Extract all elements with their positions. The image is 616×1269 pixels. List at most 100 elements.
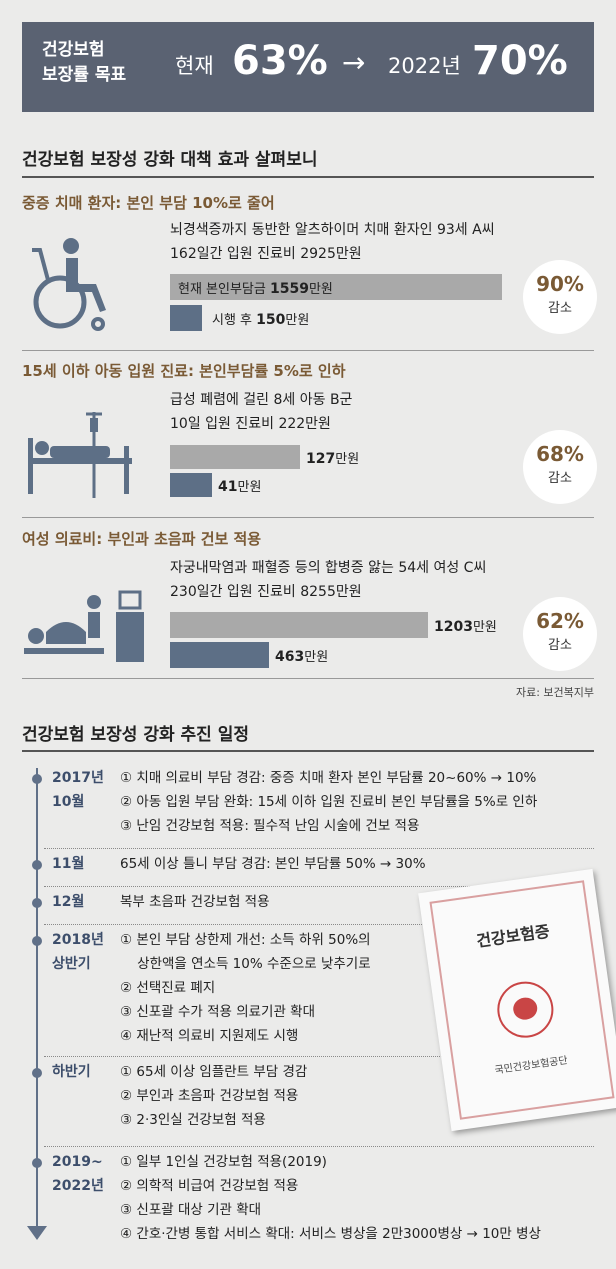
timeline-item: 상한액을 연소득 10% 수준으로 낮추기로 bbox=[120, 956, 371, 972]
case1-bar-category-2: 시행 후 bbox=[212, 313, 257, 328]
timeline-item: ② 의학적 비급여 건강보험 적용 bbox=[120, 1178, 299, 1194]
timeline-dot bbox=[32, 1158, 42, 1168]
timeline-period-period2: 2022년 bbox=[52, 1178, 104, 1194]
case2-desc: 급성 폐렴에 걸린 8세 아동 B군 10일 입원 진료비 222만원 bbox=[170, 388, 352, 436]
timeline-dot bbox=[32, 860, 42, 870]
section1-title: 건강보험 보장성 강화 대책 효과 살펴보니 bbox=[22, 150, 318, 170]
timeline-period: 12월 bbox=[52, 890, 84, 914]
source-note: 자료: 보건복지부 bbox=[515, 686, 594, 699]
case2-reduction-label: 감소 bbox=[548, 471, 572, 486]
header-label: 건강보험 보장률 목표 bbox=[42, 38, 126, 88]
case1-bar-unit-2: 만원 bbox=[285, 313, 310, 328]
timeline-item: ① 치매 의료비 부담 경감: 중증 치매 환자 본인 부담률 20~60% →… bbox=[120, 770, 537, 786]
case3-bar-value-1: 1203 bbox=[434, 619, 473, 635]
case3-title: 여성 의료비: 부인과 초음파 건보 적용 bbox=[22, 530, 262, 548]
case2-reduction-badge: 68% 감소 bbox=[523, 430, 597, 504]
timeline-period-period2: 10월 bbox=[52, 794, 85, 810]
timeline-item: ③ 2·3인실 건강보험 적용 bbox=[120, 1112, 266, 1128]
timeline-separator bbox=[44, 886, 594, 887]
case2-reduction-value: 68% bbox=[536, 442, 584, 466]
case3-reduction-badge: 62% 감소 bbox=[523, 597, 597, 671]
case1-bar-label-1: 현재 본인부담금 1559만원 bbox=[178, 278, 333, 297]
timeline-period-period2: 상반기 bbox=[52, 956, 91, 972]
case2-bar-1 bbox=[170, 445, 300, 469]
timeline-separator bbox=[44, 1146, 594, 1147]
timeline-item: ③ 신포괄 대상 기관 확대 bbox=[120, 1202, 262, 1218]
case2-bar-label-2: 41만원 bbox=[218, 476, 261, 495]
case2-desc-line1: 급성 폐렴에 걸린 8세 아동 B군 bbox=[170, 392, 353, 408]
case3-desc-line2: 230일간 입원 진료비 8255만원 bbox=[170, 584, 362, 600]
case3-bar-value-2: 463 bbox=[275, 649, 305, 665]
case3-bar-label-1: 1203만원 bbox=[434, 616, 497, 635]
case2-bar-value-1: 127 bbox=[306, 451, 336, 467]
timeline-item: 65세 이상 틀니 부담 경감: 본인 부담률 50% → 30% bbox=[120, 856, 426, 872]
timeline-dot bbox=[32, 1068, 42, 1078]
insurance-card-issuer: 국민건강보험공단 bbox=[494, 1055, 569, 1077]
timeline-item: ② 부인과 초음파 건강보험 적용 bbox=[120, 1088, 299, 1104]
insurance-card-title: 건강보험증 bbox=[475, 921, 551, 951]
case3-bar-unit-2: 만원 bbox=[304, 650, 329, 665]
header-label-line1: 건강보험 bbox=[42, 40, 105, 60]
case1-desc-line1: 뇌경색증까지 동반한 알츠하이머 치매 환자인 93세 A씨 bbox=[170, 222, 495, 238]
case3-bar-unit-1: 만원 bbox=[472, 620, 497, 635]
timeline-period: 하반기 bbox=[52, 1060, 91, 1084]
case3-bar-label-2: 463만원 bbox=[275, 646, 328, 665]
insurance-card-image: 건강보험증 국민건강보험공단 bbox=[418, 868, 616, 1132]
timeline-item: 복부 초음파 건강보험 적용 bbox=[120, 894, 270, 910]
timeline-period: 11월 bbox=[52, 852, 84, 876]
case2-rule bbox=[22, 517, 594, 518]
timeline-item: ④ 간호·간병 통합 서비스 확대: 서비스 병상을 2만3000병상 → 10… bbox=[120, 1226, 541, 1242]
timeline-period-period1: 2019~ bbox=[52, 1154, 103, 1170]
case3-bar-2 bbox=[170, 642, 269, 668]
timeline-line bbox=[36, 768, 38, 1230]
case2-title: 15세 이하 아동 입원 진료: 본인부담률 5%로 인하 bbox=[22, 362, 346, 380]
header-now-label: 현재 bbox=[175, 54, 214, 78]
timeline-separator bbox=[44, 924, 594, 925]
timeline-separator bbox=[44, 848, 594, 849]
timeline-item: ④ 재난적 의료비 지원제도 시행 bbox=[120, 1028, 299, 1044]
case1-bar-1 bbox=[170, 274, 502, 300]
hospital-bed-icon bbox=[28, 412, 132, 498]
section2-title: 건강보험 보장성 강화 추진 일정 bbox=[22, 725, 249, 745]
case2-bar-unit-1: 만원 bbox=[335, 452, 360, 467]
section1-rule bbox=[22, 176, 594, 178]
timeline-period-period1: 12월 bbox=[52, 894, 85, 910]
case1-bar-value-1: 1559 bbox=[270, 281, 309, 297]
case3-desc: 자궁내막염과 패혈증 등의 합병증 앓는 54세 여성 C씨 230일간 입원 … bbox=[170, 556, 486, 604]
wheelchair-icon bbox=[32, 238, 106, 331]
section2-rule bbox=[22, 750, 594, 752]
header-banner bbox=[22, 22, 594, 112]
timeline-period-period1: 2018년 bbox=[52, 932, 104, 948]
timeline-dot bbox=[32, 774, 42, 784]
timeline-item: ① 65세 이상 임플란트 부담 경감 bbox=[120, 1064, 308, 1080]
case1-reduction-label: 감소 bbox=[548, 301, 572, 316]
case3-desc-line1: 자궁내막염과 패혈증 등의 합병증 앓는 54세 여성 C씨 bbox=[170, 560, 487, 576]
header-target-value: 70% bbox=[472, 38, 568, 84]
timeline-dot bbox=[32, 936, 42, 946]
case1-bar-2 bbox=[170, 305, 202, 331]
case1-desc: 뇌경색증까지 동반한 알츠하이머 치매 환자인 93세 A씨 162일간 입원 … bbox=[170, 218, 495, 266]
case2-bar-label-1: 127만원 bbox=[306, 448, 359, 467]
case1-bar-value-2: 150 bbox=[256, 312, 286, 328]
header-label-line2: 보장률 목표 bbox=[42, 65, 127, 85]
case3-reduction-value: 62% bbox=[536, 609, 584, 633]
timeline-item: ② 선택진료 폐지 bbox=[120, 980, 216, 996]
case3-reduction-label: 감소 bbox=[548, 638, 572, 653]
timeline-item: ③ 신포괄 수가 적용 의료기관 확대 bbox=[120, 1004, 316, 1020]
timeline-period-period1: 2017년 bbox=[52, 770, 104, 786]
case1-reduction-value: 90% bbox=[536, 272, 584, 296]
timeline-period-period1: 11월 bbox=[52, 856, 85, 872]
timeline-period: 2019~ 2022년 bbox=[52, 1150, 104, 1198]
timeline-item: ① 본인 부담 상한제 개선: 소득 하위 50%의 bbox=[120, 932, 371, 948]
case2-bar-unit-2: 만원 bbox=[237, 480, 262, 495]
timeline-item: ① 일부 1인실 건강보험 적용(2019) bbox=[120, 1154, 327, 1170]
timeline-item: ② 아동 입원 부담 완화: 15세 이하 입원 진료비 본인 부담률을 5%로… bbox=[120, 794, 538, 810]
timeline-item: ③ 난임 건강보험 적용: 필수적 난임 시술에 건보 적용 bbox=[120, 818, 420, 834]
case1-rule bbox=[22, 350, 594, 351]
case1-bar-category-1: 현재 본인부담금 bbox=[178, 282, 270, 297]
case3-bar-1 bbox=[170, 612, 428, 638]
timeline-period-period1: 하반기 bbox=[52, 1064, 91, 1080]
case1-bar-unit-1: 만원 bbox=[308, 282, 333, 297]
timeline-period: 2017년 10월 bbox=[52, 766, 104, 814]
